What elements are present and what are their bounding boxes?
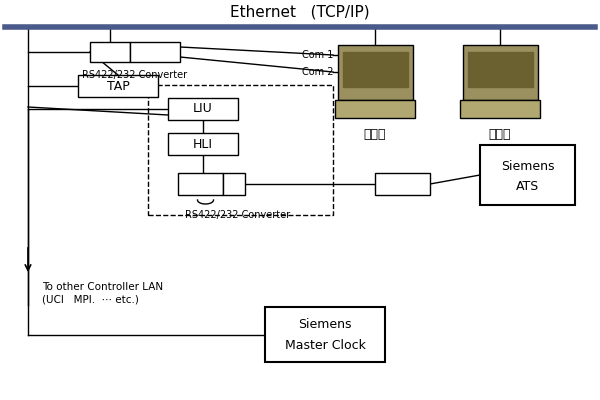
Text: LIU: LIU [193,102,213,116]
Text: 备份站: 备份站 [489,128,511,141]
Bar [223,173,245,195]
Text: Com 1: Com 1 [302,50,333,60]
Text: RS422/232 Converter: RS422/232 Converter [185,210,290,220]
Bar [343,52,407,87]
Text: HLI: HLI [193,138,213,150]
Bar [90,42,130,62]
Text: Siemens: Siemens [501,160,554,172]
Text: (UCI   MPI.  ⋯ etc.): (UCI MPI. ⋯ etc.) [42,295,139,305]
Text: TAP: TAP [107,80,130,92]
Text: Ethernet   (TCP/IP): Ethernet (TCP/IP) [230,4,370,20]
Bar [480,145,575,205]
Bar [463,45,538,100]
Text: 工作站: 工作站 [364,128,386,141]
Bar [130,42,180,62]
Bar [467,52,533,87]
Bar [178,173,223,195]
Bar [148,85,333,215]
Bar [337,45,413,100]
Bar [168,98,238,120]
Text: RS422/232 Converter: RS422/232 Converter [82,70,188,80]
Text: Siemens: Siemens [298,318,352,331]
Bar [265,307,385,362]
Text: Com 2: Com 2 [302,67,333,77]
Bar [375,173,430,195]
Bar [460,100,540,118]
Text: ATS: ATS [516,180,539,194]
Bar [335,100,415,118]
Bar [168,133,238,155]
Text: To other Controller LAN: To other Controller LAN [42,282,163,292]
Bar [78,75,158,97]
Text: Master Clock: Master Clock [284,339,365,352]
